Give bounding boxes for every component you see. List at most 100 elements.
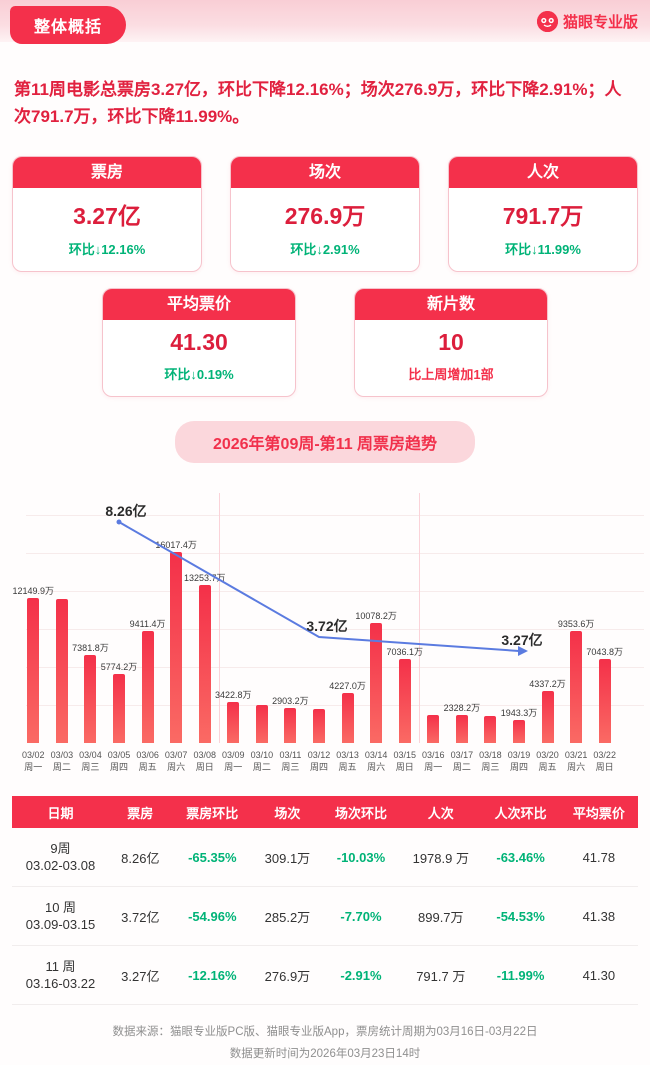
bar-value-label: 16017.4万 (155, 540, 197, 550)
gridline (26, 591, 644, 592)
x-axis-label: 03/06 周五 (136, 750, 159, 772)
stat-card-value: 3.27亿 (73, 203, 141, 229)
bar-value-label: 1943.3万 (500, 708, 538, 718)
daily-box-bar (398, 659, 411, 743)
weekly-table: 日期 票房 票房环比 场次 场次环比 人次 人次环比 平均票价 9周 03.02-03.08 8.… (12, 796, 638, 1005)
bar-value-label: 3422.8万 (215, 690, 252, 700)
stat-card-value: 276.9万 (284, 203, 366, 229)
table-cell: 276.9万 (264, 968, 311, 984)
line-arrow-icon (517, 646, 528, 656)
daily-box-bar (198, 585, 211, 743)
x-axis-label: 03/20 周五 (536, 750, 559, 772)
section-badge: 整体概括 (10, 6, 127, 44)
stat-card-change: 环比↓0.19% (164, 367, 234, 382)
table-cell: -54.96% (188, 908, 237, 924)
bar-value-label: 5774.2万 (100, 662, 138, 672)
daily-box-bar (227, 702, 240, 743)
weekly-summary-text: 第11周电影总票房3.27亿，环比下降12.16%；场次276.9万，环比下降2… (14, 80, 622, 126)
table-header-cell: 场次 (274, 805, 301, 821)
x-axis-label: 03/13 周五 (336, 750, 359, 772)
daily-box-bar (313, 709, 325, 743)
bar-value-label: 2328.2万 (443, 703, 481, 713)
table-cell: 791.7 万 (416, 968, 466, 984)
table-cell: 41.38 (582, 908, 616, 924)
stat-card-1: 票房 3.27亿环比↓12.16% (12, 156, 202, 272)
stat-card-2: 场次 276.9万 环比↓2.91% (230, 156, 420, 272)
stat-card-title: 平均票价 (103, 289, 295, 320)
bar-value-label: 9353.6万 (557, 619, 595, 629)
x-axis-label: 03/16 周一 (422, 750, 445, 772)
stat-row-2: 平均票价 41.30 环比↓0.19% 新片数 10 比上周增加1部 (0, 288, 650, 397)
table-cell: -12.16% (188, 967, 237, 983)
table-cell: -2.91% (340, 967, 382, 983)
gridline (26, 553, 644, 554)
table-header-cell: 日期 (47, 805, 74, 821)
table-cell: 309.1万 (264, 850, 311, 866)
daily-box-bar (170, 552, 183, 743)
daily-box-bar (427, 715, 440, 743)
table-cell: 9周 03.02-03.08 (25, 841, 96, 873)
stat-card-change: 环比↓12.16% (68, 242, 146, 257)
table-cell: 11 周 03.16-03.22 (25, 959, 96, 991)
x-axis-label: 03/22 周日 (593, 750, 616, 772)
table-row: 10 周 03.09-03.15 3.72亿 -54.96% 285.2万 -7.70% 8… (12, 887, 638, 946)
table-cell: 285.2万 (264, 909, 311, 925)
daily-box-bar (570, 631, 583, 743)
x-axis-label: 03/05 周四 (107, 750, 131, 772)
x-axis-label: 03/19 周四 (507, 750, 531, 772)
daily-box-bar (512, 720, 525, 743)
x-axis-label: 03/12 周四 (307, 750, 331, 772)
x-axis-label: 03/10 周二 (250, 750, 274, 772)
table-cell: 3.27亿 (121, 968, 160, 984)
bar-value-label: 9411.4万 (129, 619, 166, 629)
daily-box-bar (598, 659, 611, 743)
x-axis-label: 03/08 周日 (193, 750, 216, 772)
chart-title: 2026年第09周-第11 周票房趋势 (174, 421, 476, 463)
daily-box-bar (341, 693, 354, 743)
table-cell: -7.70% (340, 908, 382, 924)
daily-box-bar (370, 623, 383, 743)
table-cell: 8.26亿 (121, 850, 160, 866)
daily-box-bar (541, 691, 554, 743)
daily-box-bar (55, 599, 68, 743)
daily-box-bar (255, 705, 268, 743)
table-row: 11 周 03.16-03.22 3.27亿 -12.16% 276.9万 -2.91% 7… (12, 946, 638, 1005)
table-header-row: 日期 票房 票房环比 场次 场次环比 人次 人次环比 平均票价 (12, 796, 638, 828)
x-axis-label: 03/03 周二 (50, 750, 74, 772)
x-axis-label: 03/21 周六 (564, 750, 588, 772)
stat-card-value: 791.7万 (502, 203, 584, 229)
weekly-trend-line (116, 519, 528, 656)
x-axis-label: 03/15 周日 (393, 750, 416, 772)
daily-box-bar (141, 631, 154, 743)
table-cell: 899.7万 (418, 909, 464, 925)
table-header-cell: 票房环比 (186, 805, 239, 821)
stat-card-title: 票房 (13, 157, 201, 188)
bar-value-label: 2903.2万 (272, 696, 309, 706)
table-cell: -63.46% (496, 849, 545, 865)
x-axis-label: 03/11 周三 (279, 750, 302, 772)
x-axis-label: 03/17 周二 (450, 750, 474, 772)
table-header-cell: 票房 (127, 805, 154, 821)
bar-value-label: 10078.2万 (355, 611, 397, 621)
week-total-annotation: 3.72亿 (306, 618, 348, 634)
week-divider-line (219, 493, 220, 743)
table-cell: 3.72亿 (121, 909, 160, 925)
table-cell: -11.99% (496, 967, 545, 983)
bar-value-label: 12149.9万 (12, 586, 55, 596)
bar-value-label: 4337.2万 (529, 679, 566, 689)
daily-box-bar (113, 674, 125, 743)
table-body: 9周 03.02-03.08 8.26亿 -65.35% 309.1万 -10.03% 19… (12, 828, 638, 1005)
table-cell: -54.53% (496, 908, 545, 924)
stat-card-value: 41.30 (170, 329, 228, 355)
maoyan-cat-icon (536, 11, 558, 32)
stat-card-3: 人次 791.7万 环比↓11.99% (448, 156, 638, 272)
daily-box-bar (484, 716, 497, 743)
daily-box-bar (455, 715, 468, 743)
table-header-cell: 人次 (427, 805, 454, 821)
trend-chart: 12149.9万 03/02 周一 03/03 周二 7381.8万 03/04 周三 5774… (0, 489, 650, 774)
stat-card-title: 场次 (231, 157, 419, 188)
table-row: 9周 03.02-03.08 8.26亿 -65.35% 309.1万 -10.03% 19… (12, 828, 638, 887)
stat-card-title: 新片数 (355, 289, 547, 320)
x-axis-label: 03/18 周三 (479, 750, 502, 772)
table-header-cell: 人次环比 (494, 805, 547, 821)
